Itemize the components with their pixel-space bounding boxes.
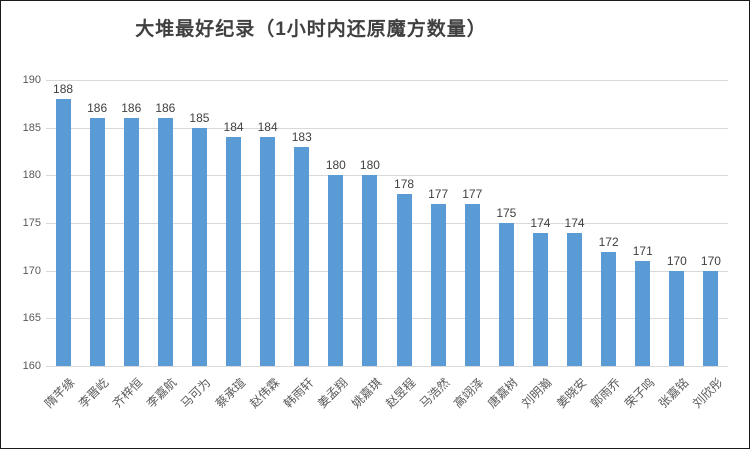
bar-value-label: 188	[53, 82, 74, 97]
chart-title: 大堆最好纪录（1小时内还原魔方数量）	[135, 19, 487, 40]
y-axis-tick-label: 180	[22, 169, 41, 182]
x-axis-category-label: 韩雨轩	[280, 375, 317, 411]
x-axis-category-label: 姚嘉琪	[348, 375, 385, 411]
x-axis-category-label: 姜晓安	[553, 375, 589, 411]
x-axis-category-label: 蔡承瑄	[212, 375, 248, 411]
x-axis-category-label: 李晋屹	[76, 375, 112, 411]
gridline-y-175	[46, 223, 728, 224]
bar-郭雨乔	[601, 251, 617, 366]
y-axis-tick-label: 175	[22, 217, 41, 229]
bar-荣子鸣	[635, 261, 651, 366]
bar-赵昱程	[396, 194, 412, 366]
x-axis-category-label: 刘欣彤	[689, 375, 726, 411]
bar-李嘉航	[157, 118, 173, 366]
gridline-y-185	[46, 127, 728, 129]
bar-马浩然	[430, 203, 446, 366]
x-axis-category-label: 姜孟翔	[314, 375, 351, 411]
x-axis-category-label: 高翊泽	[451, 375, 487, 411]
bar-value-label: 185	[189, 110, 210, 125]
bar-李晋屹	[89, 118, 105, 366]
bar-齐梓恒	[123, 118, 139, 366]
y-axis-tick-label: 160	[22, 360, 41, 372]
x-axis-category-label: 张嘉铭	[655, 375, 692, 411]
x-axis-category-label: 齐梓恒	[110, 375, 146, 411]
x-axis-category-label: 荣子鸣	[621, 375, 658, 411]
bar-唐嘉树	[498, 223, 514, 366]
x-axis-category-label: 郭雨乔	[587, 375, 623, 411]
bar-张嘉铭	[669, 270, 685, 366]
bar-value-label: 177	[428, 186, 449, 201]
bar-高翊泽	[464, 203, 480, 366]
bar-赵伟霖	[260, 137, 276, 366]
gridline-y-180	[46, 175, 728, 177]
bar-value-label: 186	[155, 101, 176, 116]
x-axis-category-label: 李嘉航	[144, 375, 180, 411]
bar-刘欣彤	[703, 270, 719, 366]
y-axis-tick-label: 185	[22, 121, 41, 134]
bar-value-label: 170	[666, 253, 687, 268]
bar-value-label: 184	[223, 120, 244, 135]
x-axis-category-label: 隋芊缘	[42, 375, 78, 411]
bar-韩雨轩	[294, 146, 310, 366]
bar-value-label: 175	[496, 206, 517, 220]
bar-刘明瀚	[532, 232, 548, 366]
bar-value-label: 170	[700, 253, 721, 268]
bar-value-label: 174	[564, 215, 585, 230]
gridline-y-170	[46, 270, 728, 272]
x-axis-category-label: 刘明瀚	[519, 375, 555, 411]
bar-value-label: 183	[291, 129, 312, 144]
bar-姜晓安	[567, 232, 583, 366]
gridline-y-190	[46, 80, 728, 81]
bar-隋芊缘	[55, 99, 71, 366]
gridline-y-160	[46, 366, 728, 367]
x-axis-category-label: 唐嘉树	[485, 375, 521, 411]
bar-value-label: 174	[530, 215, 551, 230]
y-axis-tick-label: 190	[22, 74, 41, 86]
bar-value-label: 171	[632, 244, 653, 259]
bar-姜孟翔	[328, 175, 344, 366]
bar-value-label: 180	[359, 158, 380, 173]
bar-姚嘉琪	[362, 175, 378, 366]
x-axis-category-label: 马可为	[178, 375, 214, 411]
bar-value-label: 186	[87, 101, 108, 116]
bar-蔡承瑄	[226, 137, 242, 366]
gridline-y-165	[46, 318, 728, 320]
bar-马可为	[191, 127, 207, 366]
y-axis-tick-label: 165	[22, 312, 41, 325]
y-axis-tick-label: 170	[22, 264, 41, 277]
x-axis-category-label: 赵昱程	[383, 375, 419, 411]
bar-value-label: 184	[257, 120, 278, 135]
bar-value-label: 180	[325, 158, 346, 173]
x-axis-category-label: 马浩然	[417, 375, 453, 411]
bar-value-label: 178	[394, 177, 415, 192]
x-axis-category-label: 赵伟霖	[246, 375, 282, 411]
bar-value-label: 186	[121, 101, 142, 116]
bar-value-label: 177	[462, 186, 483, 201]
bar-value-label: 172	[598, 234, 619, 249]
